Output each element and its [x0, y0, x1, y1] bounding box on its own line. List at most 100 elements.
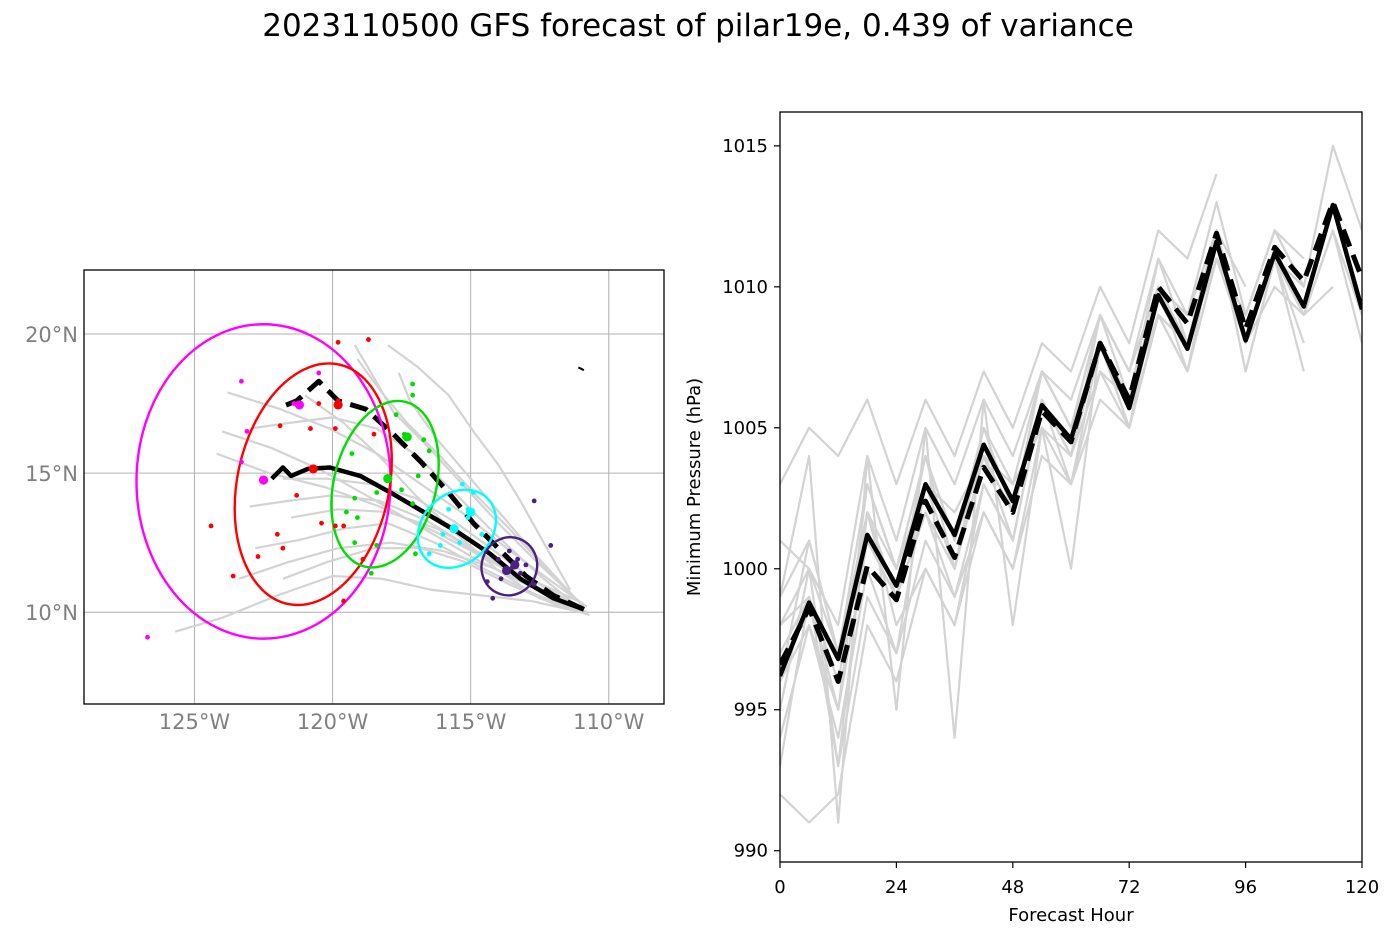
dashed-mean-track: [281, 378, 585, 612]
member-positions: [145, 337, 554, 640]
member-position-dot: [515, 556, 521, 562]
y-axis-title: Minimum Pressure (hPa): [684, 378, 705, 596]
ensemble-pressure-line: [780, 229, 1362, 824]
y-tick-label: 1015: [722, 136, 768, 157]
member-position-dot: [410, 381, 416, 387]
dashed-pressure-line: [780, 199, 1362, 684]
map-lon-tick-label: 120°W: [297, 710, 369, 734]
member-position-dot: [506, 548, 512, 554]
member-position-dot: [440, 531, 446, 537]
uncertainty-ellipse: [416, 488, 498, 569]
member-position-dot: [308, 426, 313, 431]
member-position-dot: [374, 543, 380, 548]
member-position-dot: [426, 551, 432, 557]
member-position-dot: [471, 490, 476, 495]
black-track-fragment: [577, 366, 585, 372]
member-position-dot: [410, 392, 416, 398]
cluster-mean-dot: [258, 475, 269, 485]
member-position-dot: [495, 556, 501, 562]
x-axis-title: Forecast Hour: [1008, 905, 1134, 926]
member-position-dot: [415, 473, 421, 479]
ensemble-track: [397, 372, 574, 597]
member-position-dot: [335, 339, 341, 345]
cluster-mean-dot: [449, 524, 459, 534]
map-lat-tick-label: 15°N: [25, 462, 78, 486]
member-position-dot: [465, 515, 471, 521]
member-position-dot: [145, 634, 150, 640]
member-position-dot: [316, 401, 322, 406]
member-position-dot: [548, 543, 554, 548]
cluster-mean-dot: [333, 400, 343, 410]
cluster-mean-dot: [402, 432, 412, 442]
member-position-dot: [319, 520, 324, 526]
member-position-dot: [316, 370, 322, 376]
map-lon-tick-label: 110°W: [573, 710, 645, 734]
uncertainty-ellipse: [233, 362, 393, 607]
member-position-dot: [421, 437, 427, 443]
ensemble-track: [356, 358, 585, 608]
map-tick-labels: 125°W 120°W 115°W 110°W 10°N 15°N 20°N: [25, 323, 645, 734]
member-position-dot: [208, 523, 214, 529]
x-tick-label: 48: [1001, 877, 1024, 898]
member-position-dot: [393, 412, 399, 418]
member-position-dot: [490, 595, 496, 601]
member-position-dot: [446, 506, 451, 512]
member-position-dot: [332, 426, 338, 431]
member-position-dot: [437, 543, 443, 548]
uncertainty-ellipse: [330, 399, 440, 569]
map-lon-tick-label: 125°W: [159, 710, 231, 734]
member-position-dot: [352, 495, 358, 501]
ensemble-pressure-line: [780, 173, 1218, 486]
member-position-dot: [368, 570, 374, 576]
member-position-dot: [366, 337, 371, 342]
solid-pressure-line: [780, 202, 1362, 677]
member-position-dot: [341, 598, 347, 604]
member-position-dot: [277, 423, 283, 429]
member-position-dot: [531, 498, 537, 504]
y-tick-label: 990: [734, 841, 768, 862]
member-position-dot: [332, 523, 338, 529]
x-tick-label: 120: [1345, 877, 1379, 898]
ensemble-pressure-line: [780, 229, 1362, 768]
map-gridlines: [84, 270, 664, 704]
member-position-dot: [410, 501, 416, 507]
member-position-dot: [343, 509, 349, 515]
member-position-dot: [413, 551, 418, 557]
x-tick-label: 96: [1234, 877, 1257, 898]
cluster-mean-dot: [294, 400, 305, 410]
y-tick-label: 1010: [722, 277, 768, 298]
page-title: 2023110500 GFS forecast of pilar19e, 0.4…: [262, 8, 1134, 44]
member-position-dot: [255, 554, 261, 559]
ensemble-pressure-line: [780, 229, 1305, 768]
pressure-frame: [779, 111, 1363, 863]
member-position-dot: [355, 515, 360, 521]
ensemble-track: [254, 522, 582, 614]
cluster-mean-dot: [466, 507, 476, 517]
member-position-dot: [479, 531, 485, 537]
ensemble-track: [282, 547, 590, 617]
member-position-dot: [498, 576, 504, 582]
member-position-dot: [484, 579, 490, 584]
member-position-dot: [230, 573, 236, 579]
member-position-dot: [341, 523, 347, 529]
ensemble-track: [174, 574, 582, 633]
member-position-dot: [374, 490, 380, 495]
x-tick-label: 72: [1118, 877, 1141, 898]
member-position-dot: [239, 459, 244, 465]
map-lon-tick-label: 115°W: [435, 710, 507, 734]
member-position-dot: [457, 540, 463, 546]
member-position-dot: [280, 545, 286, 551]
pressure-lines: [780, 144, 1362, 824]
map-lat-tick-label: 10°N: [25, 601, 78, 625]
member-position-dot: [459, 481, 465, 487]
y-tick-label: 1005: [722, 418, 768, 439]
ensemble-pressure-line: [780, 257, 1247, 655]
member-position-dot: [531, 581, 537, 587]
member-position-dot: [371, 431, 377, 437]
member-position-dot: [274, 531, 280, 537]
y-tick-label: 1000: [722, 559, 768, 580]
ensemble-pressure-line: [780, 229, 1305, 711]
member-position-dot: [426, 448, 432, 454]
cluster-mean-dot: [383, 474, 393, 484]
